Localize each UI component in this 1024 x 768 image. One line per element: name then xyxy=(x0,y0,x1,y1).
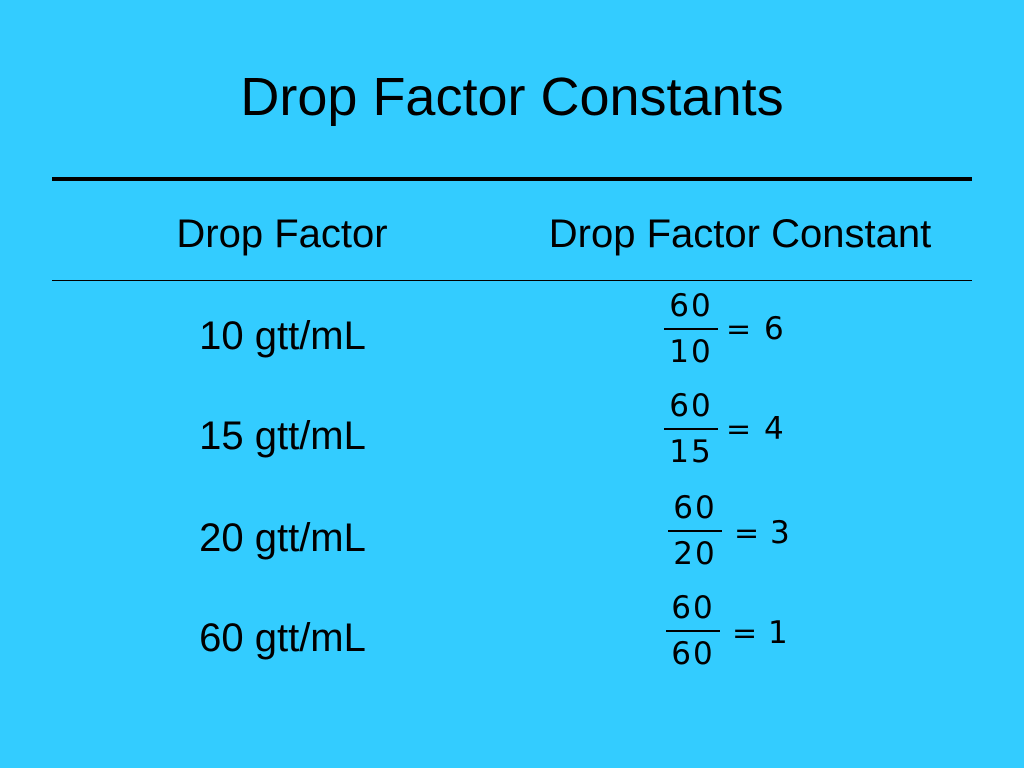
fraction: 60 10 xyxy=(664,286,718,372)
fraction-denominator: 20 xyxy=(673,536,717,572)
equals-sign: = xyxy=(726,312,752,347)
fraction-bar xyxy=(664,428,718,430)
fraction-bar xyxy=(666,630,720,632)
drop-factor-value: 20 gtt/mL xyxy=(199,516,366,560)
column-header-drop-factor: Drop Factor xyxy=(176,212,388,256)
fraction-numerator: 60 xyxy=(673,490,717,526)
drop-factor-value: 60 gtt/mL xyxy=(199,616,366,660)
fraction-numerator: 60 xyxy=(671,590,715,626)
fraction-bar xyxy=(668,530,722,532)
table-row: 20 gtt/mL 60 20 = 3 xyxy=(0,486,1024,586)
column-header-drop-factor-constant: Drop Factor Constant xyxy=(548,212,932,256)
fraction-denominator: 10 xyxy=(669,334,713,370)
equals-sign: = xyxy=(734,516,760,551)
equals-sign: = xyxy=(732,616,758,651)
drop-factor-value: 10 gtt/mL xyxy=(199,314,366,358)
table-row: 15 gtt/mL 60 15 = 4 xyxy=(0,386,1024,486)
fraction: 60 15 xyxy=(664,386,718,472)
constant-result: 4 xyxy=(764,411,784,447)
constant-result: 6 xyxy=(764,311,784,347)
fraction: 60 20 xyxy=(668,488,722,574)
table-row: 10 gtt/mL 60 10 = 6 xyxy=(0,286,1024,386)
header-bottom-rule xyxy=(52,280,972,281)
table-row: 60 gtt/mL 60 60 = 1 xyxy=(0,586,1024,686)
constant-result: 1 xyxy=(768,615,788,651)
fraction-numerator: 60 xyxy=(669,388,713,424)
constant-result: 3 xyxy=(770,515,790,551)
equals-sign: = xyxy=(726,412,752,447)
header-top-rule xyxy=(52,177,972,181)
fraction-denominator: 60 xyxy=(671,636,715,672)
drop-factor-value: 15 gtt/mL xyxy=(199,414,366,458)
slide-title: Drop Factor Constants xyxy=(240,67,784,127)
fraction-denominator: 15 xyxy=(669,434,713,470)
fraction: 60 60 xyxy=(666,588,720,674)
fraction-numerator: 60 xyxy=(669,288,713,324)
fraction-bar xyxy=(664,328,718,330)
